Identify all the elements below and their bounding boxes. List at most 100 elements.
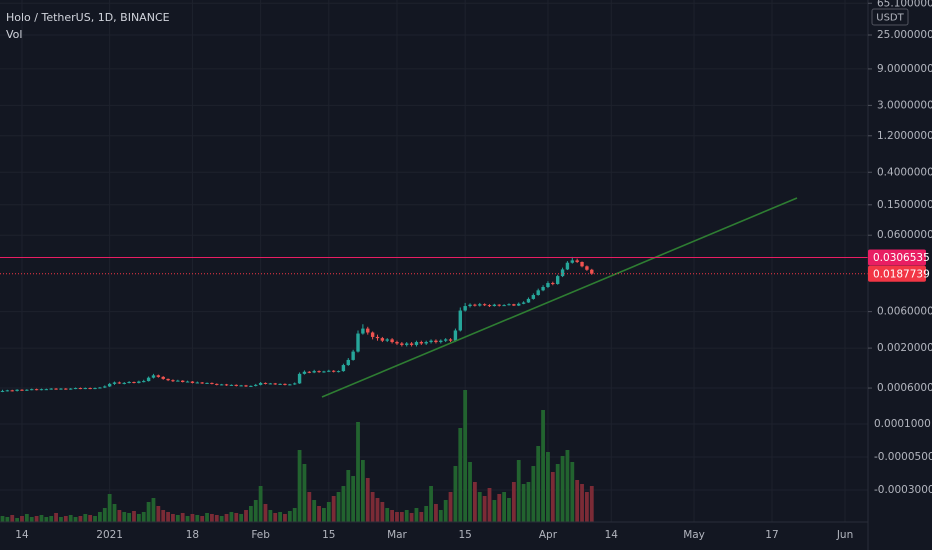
price-tag-label: 0.0187739	[873, 268, 930, 280]
volume-bar	[546, 452, 550, 522]
candle-body	[83, 388, 87, 390]
x-tick-label: 18	[186, 529, 199, 541]
candle-body	[112, 382, 117, 384]
candle-body	[546, 283, 550, 288]
volume-bar	[297, 450, 302, 522]
volume-bar	[73, 517, 78, 522]
volume-bar	[0, 516, 5, 522]
candle-body	[478, 304, 482, 306]
volume-bar	[248, 506, 253, 522]
volume-bar	[83, 514, 88, 522]
volume-bar	[161, 510, 166, 522]
x-tick-label: 14	[15, 529, 29, 541]
volume-bar	[468, 462, 472, 522]
candle-body	[351, 351, 355, 360]
volume-bar	[107, 494, 112, 522]
volume-bar	[24, 514, 29, 522]
volume-bar	[117, 510, 122, 522]
candle-body	[575, 260, 579, 262]
candle-body	[580, 261, 584, 267]
volume-bar	[331, 496, 336, 522]
volume-bar	[68, 515, 73, 522]
candle-body	[195, 382, 200, 384]
volume-bar	[273, 513, 278, 522]
x-tick-label: Apr	[539, 529, 558, 541]
candle-body	[39, 389, 44, 391]
candle-body	[244, 385, 248, 387]
volume-bar	[585, 492, 589, 522]
x-tick-label: May	[683, 529, 705, 541]
x-tick-label: 17	[765, 529, 778, 541]
candle-body	[78, 388, 83, 390]
volume-pane	[0, 390, 594, 522]
candle-body	[122, 382, 126, 384]
volume-bar	[434, 504, 438, 522]
candle-body	[176, 380, 180, 382]
candle-body	[64, 388, 68, 390]
candle-body	[137, 381, 141, 383]
y-tick-label: -0.0003000	[874, 484, 932, 496]
candle-body	[93, 388, 97, 390]
x-tick-label: Mar	[387, 529, 407, 541]
candle-body	[59, 388, 63, 390]
volume-bar	[224, 514, 229, 522]
volume-bar	[448, 492, 453, 522]
candle-body	[507, 304, 511, 306]
volume-bar	[424, 506, 429, 522]
candle-body	[117, 382, 122, 384]
y-tick-label: 9.0000000	[877, 63, 932, 75]
volume-bar	[200, 516, 205, 522]
volume-bar	[190, 514, 195, 522]
price-lines	[0, 257, 868, 275]
candle-body	[142, 381, 146, 383]
trend-line	[321, 197, 798, 398]
volume-bar	[404, 510, 409, 522]
volume-bar	[146, 502, 151, 522]
price-tag	[868, 249, 926, 266]
volume-bar	[516, 460, 521, 522]
volume-bar	[214, 515, 219, 522]
candle-body	[380, 338, 385, 341]
volume-bar	[395, 512, 399, 522]
candle-body	[487, 305, 492, 307]
volume-bar	[127, 513, 132, 522]
candle-body	[44, 389, 49, 391]
volume-bar	[390, 510, 395, 522]
candle-body	[132, 381, 136, 383]
candle-body	[190, 381, 195, 383]
candle-body	[234, 384, 238, 386]
volume-bar	[151, 498, 156, 522]
candle-body	[156, 375, 161, 377]
candle-body	[492, 304, 497, 307]
volume-bar	[185, 516, 190, 522]
candle-body	[312, 371, 316, 373]
candle-body	[88, 388, 92, 390]
candle-body	[215, 383, 219, 385]
volume-bar	[453, 466, 458, 522]
volume-bar	[385, 508, 390, 522]
volume-bar	[78, 516, 83, 522]
candle-body	[414, 342, 419, 345]
candle-body	[219, 384, 224, 386]
candle-body	[254, 384, 258, 386]
volume-bar	[302, 464, 307, 522]
x-tick-label: Feb	[251, 529, 270, 541]
candle-body	[146, 377, 151, 382]
x-tick-label: 2021	[96, 529, 123, 541]
candle-body	[551, 283, 555, 285]
candle-body	[161, 376, 165, 379]
volume-bar	[531, 466, 536, 522]
candle-body	[49, 388, 53, 390]
candle-body	[434, 340, 438, 343]
candle-body	[341, 365, 346, 372]
candle-body	[497, 304, 501, 306]
candle-body	[473, 304, 477, 306]
candle-body	[185, 381, 190, 383]
volume-bar	[54, 513, 58, 522]
volume-bar	[360, 460, 365, 522]
volume-bar	[39, 515, 44, 522]
volume-bar	[10, 515, 15, 522]
candle-body	[151, 375, 156, 378]
volume-bar	[15, 518, 20, 522]
